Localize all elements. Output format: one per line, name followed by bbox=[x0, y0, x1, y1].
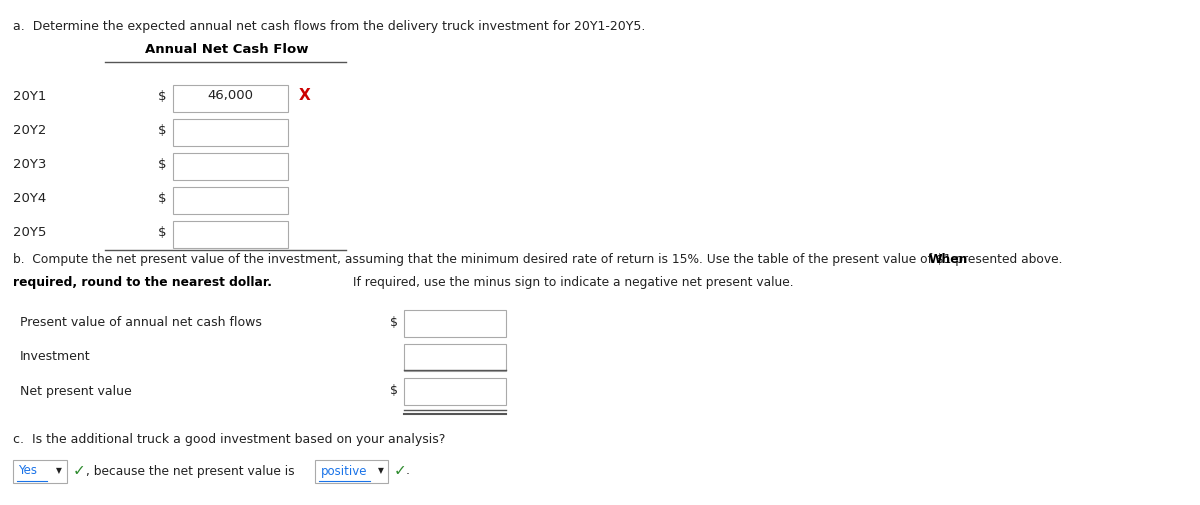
Text: $: $ bbox=[157, 158, 166, 171]
Text: $: $ bbox=[157, 89, 166, 103]
FancyBboxPatch shape bbox=[404, 378, 506, 405]
Text: 20Y1: 20Y1 bbox=[13, 89, 47, 103]
Text: When: When bbox=[929, 253, 967, 266]
FancyBboxPatch shape bbox=[13, 460, 66, 482]
Text: ✓: ✓ bbox=[394, 464, 407, 479]
Text: Yes: Yes bbox=[18, 465, 37, 478]
Text: a.  Determine the expected annual net cash flows from the delivery truck investm: a. Determine the expected annual net cas… bbox=[13, 20, 646, 33]
Text: b.  Compute the net present value of the investment, assuming that the minimum d: b. Compute the net present value of the … bbox=[13, 253, 1067, 266]
Text: 46,000: 46,000 bbox=[208, 89, 253, 103]
Text: Net present value: Net present value bbox=[19, 384, 131, 397]
Text: ▼: ▼ bbox=[56, 467, 62, 476]
Text: If required, use the minus sign to indicate a negative net present value.: If required, use the minus sign to indic… bbox=[349, 276, 793, 289]
Text: required, round to the nearest dollar.: required, round to the nearest dollar. bbox=[13, 276, 272, 289]
Text: $: $ bbox=[157, 124, 166, 136]
Text: 20Y4: 20Y4 bbox=[13, 191, 47, 205]
FancyBboxPatch shape bbox=[173, 221, 288, 248]
Text: positive: positive bbox=[320, 465, 367, 478]
FancyBboxPatch shape bbox=[173, 119, 288, 146]
Text: c.  Is the additional truck a good investment based on your analysis?: c. Is the additional truck a good invest… bbox=[13, 433, 445, 446]
Text: 20Y5: 20Y5 bbox=[13, 226, 47, 238]
Text: Annual Net Cash Flow: Annual Net Cash Flow bbox=[144, 43, 308, 56]
FancyBboxPatch shape bbox=[404, 310, 506, 336]
Text: 20Y3: 20Y3 bbox=[13, 158, 47, 171]
Text: Present value of annual net cash flows: Present value of annual net cash flows bbox=[19, 317, 262, 329]
Text: X: X bbox=[299, 88, 311, 104]
FancyBboxPatch shape bbox=[173, 85, 288, 112]
FancyBboxPatch shape bbox=[173, 187, 288, 214]
Text: , because the net present value is: , because the net present value is bbox=[86, 465, 299, 478]
Text: $: $ bbox=[157, 226, 166, 238]
FancyBboxPatch shape bbox=[404, 343, 506, 371]
FancyBboxPatch shape bbox=[173, 153, 288, 180]
Text: Investment: Investment bbox=[19, 350, 90, 364]
Text: .: . bbox=[406, 465, 409, 478]
Text: $: $ bbox=[390, 317, 397, 329]
Text: $: $ bbox=[390, 384, 397, 397]
Text: ▼: ▼ bbox=[378, 467, 384, 476]
Text: ✓: ✓ bbox=[73, 464, 85, 479]
Text: 20Y2: 20Y2 bbox=[13, 124, 47, 136]
Text: $: $ bbox=[157, 191, 166, 205]
FancyBboxPatch shape bbox=[316, 460, 388, 482]
